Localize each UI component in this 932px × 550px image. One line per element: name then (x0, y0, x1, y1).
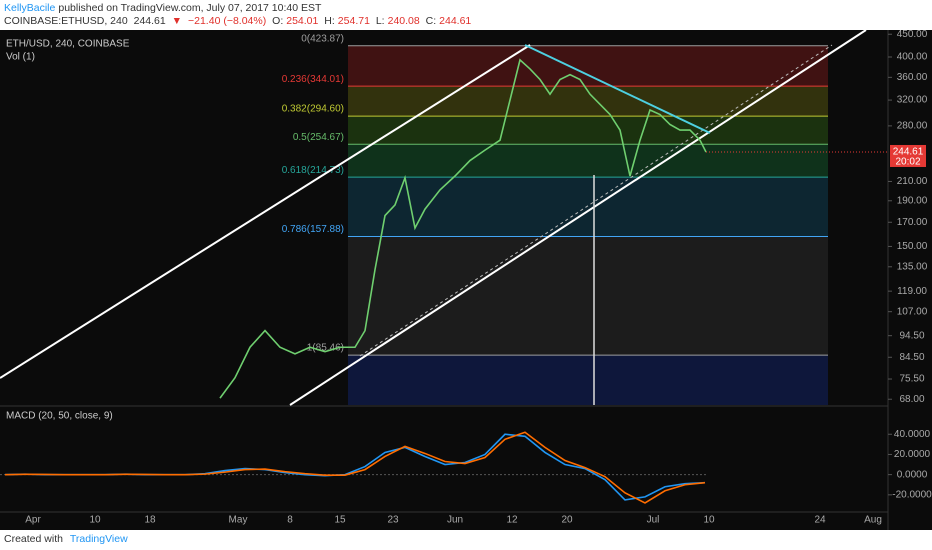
high-label: H: (324, 15, 335, 27)
footer: Created with TradingView (4, 533, 128, 545)
volume-label: Vol (1) (6, 52, 35, 63)
x-tick-label: 12 (506, 515, 518, 526)
fib-label: 0.618(214.73) (282, 165, 344, 176)
fib-label: 0.5(254.67) (293, 132, 344, 143)
fib-band (348, 355, 828, 405)
symbol-bar: COINBASE:ETHUSD, 240 244.61 ▼ −21.40 (−8… (4, 15, 474, 27)
brand[interactable]: TradingView (69, 533, 128, 545)
y-tick-label: 40.0000 (894, 429, 931, 440)
x-tick-label: Aug (864, 515, 882, 526)
x-tick-label: 20 (561, 515, 573, 526)
y-tick-label: 68.00 (899, 394, 924, 405)
drawings (0, 29, 867, 406)
y-tick-label: 210.00 (897, 176, 928, 187)
symbol: COINBASE:ETHUSD, 240 (4, 15, 128, 27)
countdown: 20:02 (895, 157, 920, 168)
fib-group: 0(423.87) 0.236(344.01) 0.382(294.60) 0.5(2… (282, 33, 828, 405)
series-line (219, 58, 707, 399)
x-tick-label: 24 (814, 515, 826, 526)
close-value: 244.61 (439, 15, 472, 27)
median-line (359, 44, 833, 357)
channel-line (289, 29, 867, 406)
y-tick-label: 135.00 (897, 261, 928, 272)
x-tick-label: 10 (89, 515, 101, 526)
x-tick-label: Apr (25, 515, 41, 526)
macd-title: MACD (20, 50, close, 9) (6, 411, 113, 422)
x-tick-label: 23 (387, 515, 399, 526)
arrow: ▼ (171, 15, 183, 27)
fib-band (348, 177, 828, 237)
trend-line (524, 44, 711, 134)
high-value: 254.71 (337, 15, 370, 27)
published: published on TradingView.com, July 07, 2… (58, 2, 322, 14)
close-label: C: (425, 15, 437, 27)
footer-bg (0, 530, 932, 550)
y-tick-label: 400.00 (897, 52, 928, 63)
y-tick-label: 20.0000 (894, 449, 931, 460)
y-tick-label: 320.00 (897, 95, 928, 106)
fib-label: 0.236(344.01) (282, 74, 344, 85)
x-tick-label: Jun (447, 515, 463, 526)
y-tick-label: 107.00 (897, 306, 928, 317)
header-line: KellyBacile published on TradingView.com,… (4, 2, 324, 14)
x-tick-label: Jul (647, 515, 660, 526)
y-tick-label: 170.00 (897, 217, 928, 228)
y-tick-label: 75.50 (899, 374, 924, 385)
fib-band (348, 236, 828, 356)
x-tick-label: 8 (287, 515, 293, 526)
y-tick-label: 190.00 (897, 195, 928, 206)
fib-band (348, 116, 828, 145)
last-price-badge (890, 144, 926, 167)
y-tick-label: 360.00 (897, 72, 928, 83)
x-tick-label: 10 (703, 515, 715, 526)
y-tick-label: 280.00 (897, 121, 928, 132)
x-tick-label: May (229, 515, 248, 526)
open-label: O: (272, 15, 284, 27)
fib-band (348, 144, 828, 178)
chart-title: ETH/USD, 240, COINBASE (6, 39, 130, 50)
author[interactable]: KellyBacile (4, 2, 56, 14)
x-tick-label: 18 (144, 515, 156, 526)
y-tick-label: -20.0000 (892, 489, 932, 500)
open-value: 254.01 (286, 15, 319, 27)
fib-label: 0(423.87) (301, 33, 344, 44)
x-tick-label: 15 (334, 515, 346, 526)
fib-band (348, 45, 828, 87)
change: −21.40 (−8.04%) (188, 15, 267, 27)
series-line (4, 431, 706, 504)
y-tick-label: 84.50 (899, 352, 924, 363)
plot: 450.00 400.00 360.00 320.00 280.00 210.00 190.… (0, 29, 932, 526)
y-tick-label: 150.00 (897, 241, 928, 252)
y-tick-label: 119.00 (897, 286, 927, 297)
header-bg (0, 0, 932, 30)
last: 244.61 (133, 15, 166, 27)
fib-label: 0.382(294.60) (282, 104, 344, 115)
last-price-label: 244.61 (893, 147, 924, 158)
y-tick-label: 450.00 (897, 29, 928, 40)
fib-label: 0.786(157.88) (282, 224, 344, 235)
fib-label: 1(85.46) (307, 343, 344, 354)
channel-line (0, 44, 531, 379)
y-tick-label: 0.0000 (897, 469, 928, 480)
y-tick-label: 94.50 (899, 330, 924, 341)
low-value: 240.08 (387, 15, 420, 27)
low-label: L: (375, 15, 385, 27)
created-with: Created with (4, 533, 63, 545)
